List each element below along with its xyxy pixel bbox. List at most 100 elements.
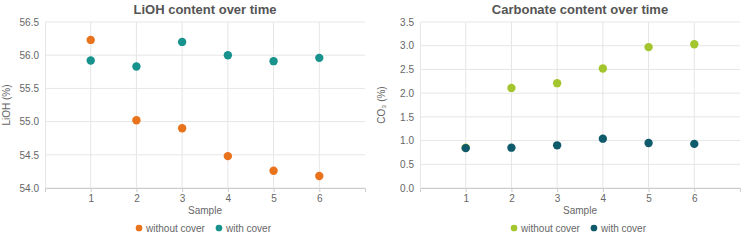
chart-title: Carbonate content over time <box>492 2 668 17</box>
x-tick: 1 <box>88 188 94 204</box>
y-tick-label: 1.0 <box>400 135 414 146</box>
grid-line <box>45 121 365 122</box>
grid-line <box>420 164 740 165</box>
grid-line <box>227 22 228 188</box>
point <box>132 62 140 70</box>
point <box>87 56 95 64</box>
point <box>690 140 698 148</box>
grid-line <box>45 88 365 89</box>
x-tick-label: 2 <box>509 193 515 204</box>
grid-line <box>319 22 320 188</box>
y-axis-title: CO₃ (%) <box>376 86 387 123</box>
grid-line <box>90 22 91 188</box>
marks <box>87 36 324 180</box>
x-tick-mark <box>557 188 558 192</box>
y-tick: 55.0 <box>20 116 45 127</box>
point <box>224 152 232 160</box>
x-tick-label: 1 <box>463 193 469 204</box>
x-axis-line <box>421 189 741 193</box>
plot-area: 12345654.054.555.055.556.056.5 <box>20 17 366 204</box>
grid-line <box>273 22 274 188</box>
x-tick-label: 5 <box>271 193 277 204</box>
legend-item: with cover <box>591 223 647 234</box>
grid-line <box>420 22 740 23</box>
y-tick-label: 3.0 <box>400 40 414 51</box>
legend-item: without cover <box>511 223 581 234</box>
y-tick: 0.0 <box>400 183 420 194</box>
legend-marker <box>216 225 223 232</box>
x-tick: 2 <box>134 188 140 204</box>
y-axis-title: LiOH (%) <box>1 84 12 125</box>
series <box>462 134 699 152</box>
x-tick: 1 <box>463 188 469 204</box>
grid-line <box>557 22 558 188</box>
grid-line <box>511 22 512 188</box>
x-tick-label: 6 <box>692 193 698 204</box>
x-tick: 3 <box>555 188 561 204</box>
x-tick-mark <box>228 188 229 192</box>
series <box>462 40 699 152</box>
x-axis-title: Sample <box>563 205 597 216</box>
legend-label: without cover <box>520 223 581 234</box>
point <box>553 79 561 87</box>
y-tick-label: 56.0 <box>20 50 40 61</box>
y-tick: 55.5 <box>20 83 45 94</box>
point <box>315 54 323 62</box>
point <box>462 144 470 152</box>
legend: without coverwith cover <box>136 223 272 234</box>
y-tick-label: 2.0 <box>400 88 414 99</box>
y-axis: 54.0 54.5 55.0 55.5 56.0 56.5 <box>20 17 46 194</box>
x-tick-mark <box>91 188 92 192</box>
chart-panel: Carbonate content over time1234560.00.51… <box>376 2 741 234</box>
x-tick-label: 6 <box>317 193 323 204</box>
grid-line <box>465 22 466 188</box>
y-tick-label: 3.5 <box>400 17 414 28</box>
point <box>644 139 652 147</box>
y-axis-line <box>420 23 421 189</box>
legend-marker <box>136 225 143 232</box>
grid-line <box>45 154 365 155</box>
point <box>269 57 277 65</box>
point <box>553 141 561 149</box>
point <box>599 64 607 72</box>
y-tick: 54.5 <box>20 150 45 161</box>
point <box>507 144 515 152</box>
x-axis: 123456 <box>46 188 366 204</box>
chart-title: LiOH content over time <box>133 2 276 17</box>
x-tick-mark <box>136 188 137 192</box>
chart-panel: LiOH content over time12345654.054.555.0… <box>1 2 366 234</box>
x-axis-line <box>46 189 366 193</box>
x-tick-label: 5 <box>646 193 652 204</box>
y-axis: 0.0 0.5 1.0 1.5 2.0 2.5 3.0 3.5 <box>400 17 420 194</box>
series <box>87 36 324 180</box>
grid-line <box>420 93 740 94</box>
y-tick: 3.0 <box>400 40 420 51</box>
x-tick-label: 3 <box>180 193 186 204</box>
x-tick: 5 <box>271 188 277 204</box>
x-tick: 2 <box>509 188 515 204</box>
point <box>224 51 232 59</box>
grid-line <box>182 22 183 188</box>
grid-line <box>420 116 740 117</box>
y-tick-label: 2.5 <box>400 64 414 75</box>
legend-label: without cover <box>145 223 206 234</box>
y-tick: 54.0 <box>20 183 45 194</box>
y-axis-line <box>45 23 46 189</box>
x-tick-mark <box>694 188 695 192</box>
legend-marker <box>511 225 518 232</box>
point <box>644 43 652 51</box>
legend-item: without cover <box>136 223 206 234</box>
y-tick: 56.5 <box>20 17 45 28</box>
y-tick: 0.5 <box>400 159 420 170</box>
y-tick-label: 54.5 <box>20 150 40 161</box>
series <box>87 38 324 71</box>
y-tick-label: 56.5 <box>20 17 40 28</box>
point <box>269 167 277 175</box>
plot-area: 1234560.00.51.01.52.02.53.03.5 <box>400 17 740 204</box>
y-tick-label: 54.0 <box>20 183 40 194</box>
point <box>132 116 140 124</box>
point <box>315 172 323 180</box>
x-tick-mark <box>182 188 183 192</box>
y-tick-label: 55.5 <box>20 83 40 94</box>
y-tick-label: 1.5 <box>400 112 414 123</box>
